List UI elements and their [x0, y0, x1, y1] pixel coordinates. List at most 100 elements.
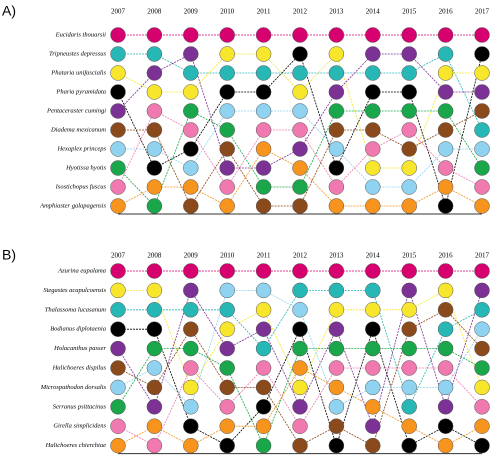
rank-dot — [146, 437, 163, 454]
rank-dot — [219, 437, 235, 454]
rank-dot — [146, 263, 163, 279]
rank-dot — [328, 379, 345, 396]
rank-dot — [401, 27, 417, 43]
x-tick-label: 2012 — [293, 8, 308, 16]
rank-dot — [219, 263, 235, 279]
x-tick-label: 2010 — [220, 8, 235, 16]
row-label: Amphiaster galapagensis — [39, 202, 106, 209]
rank-dot — [437, 27, 454, 43]
rank-dot — [437, 160, 454, 176]
row-label: Halichoeres chierchiae — [45, 442, 106, 449]
rank-dot — [401, 321, 417, 337]
rank-dot — [219, 65, 235, 81]
rank-dot — [219, 103, 235, 119]
rank-dot — [183, 46, 199, 62]
rank-dot — [183, 122, 199, 138]
rank-line — [117, 110, 483, 207]
rank-dot — [255, 379, 272, 396]
rank-dot — [292, 198, 308, 214]
rank-dot — [183, 340, 199, 357]
row-label: Azurina eupalama — [57, 267, 106, 274]
rank-dot — [219, 84, 235, 100]
rank-dot — [474, 418, 490, 434]
rank-dot — [328, 179, 345, 195]
rank-dot — [183, 379, 199, 396]
x-tick-label: 2009 — [184, 8, 199, 16]
rank-dot — [474, 27, 490, 43]
rank-dot — [292, 340, 308, 357]
x-tick-label: 2016 — [439, 8, 454, 16]
x-tick-label: 2007 — [111, 252, 126, 260]
rank-dot — [292, 263, 308, 279]
rank-dot — [292, 321, 308, 337]
rank-dot — [474, 65, 490, 81]
rank-dot — [474, 84, 490, 100]
rank-dot — [401, 46, 417, 62]
rank-dot — [183, 360, 199, 376]
rank-dot — [328, 84, 345, 100]
rank-dot — [401, 360, 417, 376]
rank-dot — [474, 160, 490, 176]
rank-dot — [437, 302, 454, 318]
rank-dot — [365, 360, 381, 376]
rank-dot — [183, 302, 199, 318]
x-tick-label: 2013 — [329, 8, 344, 16]
rank-dot — [183, 321, 199, 337]
x-tick-label: 2017 — [475, 8, 490, 16]
rank-dot — [110, 27, 126, 43]
rank-dot — [365, 340, 381, 357]
rank-dot — [328, 321, 345, 337]
rank-dot — [292, 122, 308, 138]
rank-dot — [110, 360, 126, 376]
rank-dot — [474, 103, 490, 119]
row-label: Pharia pyramidata — [55, 88, 106, 95]
rank-dot — [437, 263, 454, 279]
rank-dot — [219, 302, 235, 318]
x-tick-label: 2015 — [402, 252, 417, 260]
rank-dot — [401, 84, 417, 100]
rank-dot — [219, 141, 235, 157]
rank-dot — [183, 399, 199, 415]
rank-dot — [110, 46, 126, 62]
rank-dot — [328, 103, 345, 119]
rank-dot — [365, 179, 381, 195]
rank-dot — [328, 360, 345, 376]
rank-dot — [365, 437, 381, 454]
rank-dot — [474, 302, 490, 318]
rank-dot — [401, 65, 417, 81]
rank-dot — [437, 46, 454, 62]
rank-dot — [365, 302, 381, 318]
rank-dot — [328, 263, 345, 279]
rank-dot — [474, 122, 490, 138]
rank-dot — [110, 84, 126, 100]
rank-dot — [474, 179, 490, 195]
rank-dot — [219, 379, 235, 396]
rank-dot — [110, 437, 126, 454]
row-label: Serranus psittacinus — [53, 403, 107, 410]
row-label: Halichoeres dispilus — [52, 364, 107, 371]
rank-dot — [401, 263, 417, 279]
rank-dot — [401, 437, 417, 454]
rank-dot — [292, 141, 308, 157]
rank-dot — [255, 103, 272, 119]
rank-dot — [401, 103, 417, 119]
rank-dot — [328, 160, 345, 176]
rank-dot — [328, 65, 345, 81]
rank-dot — [365, 122, 381, 138]
rank-dot — [292, 418, 308, 434]
rank-dot — [110, 179, 126, 195]
rank-dot — [146, 340, 163, 357]
rank-dot — [365, 46, 381, 62]
row-label: Tripneustes depressus — [49, 50, 106, 57]
row-label: Hyotissa hyotis — [65, 164, 106, 171]
rank-dot — [292, 282, 308, 299]
rank-dot — [146, 141, 163, 157]
rank-dot — [365, 103, 381, 119]
rank-dot — [365, 282, 381, 299]
rank-dot — [328, 340, 345, 357]
x-tick-label: 2013 — [329, 252, 344, 260]
rank-dot — [437, 437, 454, 454]
rank-dot — [474, 198, 490, 214]
row-label: Phataria unifascialis — [50, 69, 106, 76]
rank-dot — [219, 282, 235, 299]
